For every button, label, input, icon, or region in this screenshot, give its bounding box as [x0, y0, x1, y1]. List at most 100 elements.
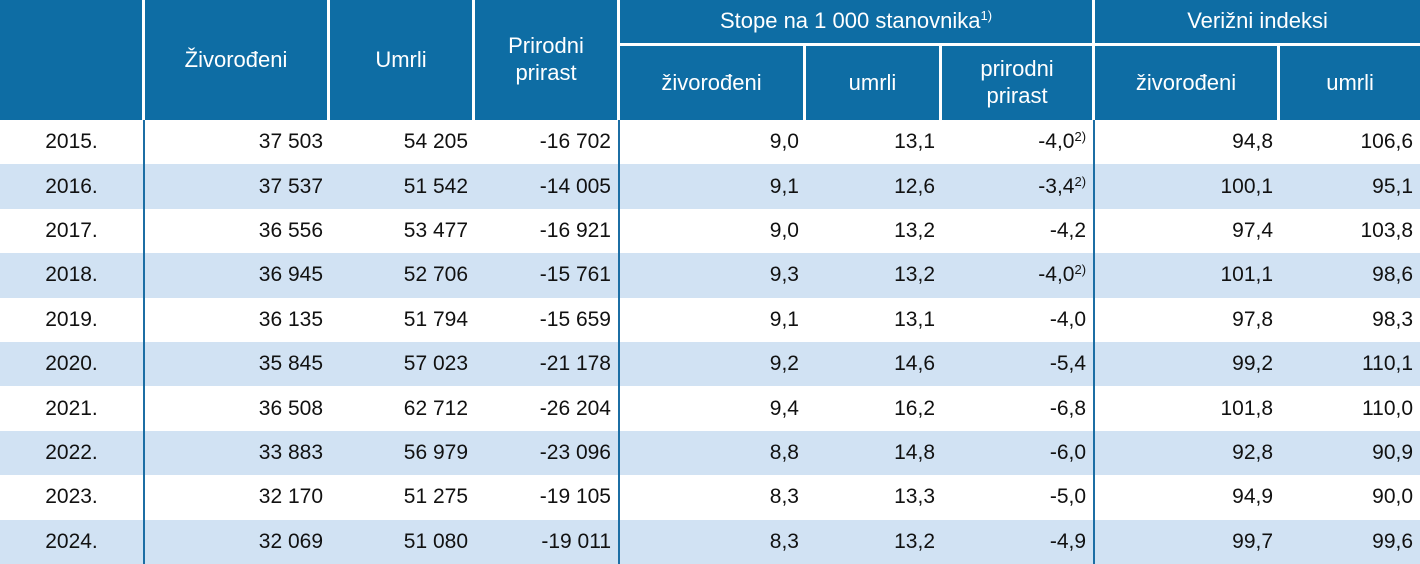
- cell-rate-deaths: 13,1: [894, 307, 935, 331]
- cell-chain-live-births: 100,1: [1095, 164, 1281, 209]
- subheader-chain-deaths: umrli: [1280, 46, 1420, 120]
- cell-chain-deaths: 103,8: [1360, 218, 1414, 242]
- cell-rate-live-births: 9,4: [769, 396, 799, 420]
- cell-chain-live-births: 101,8: [1220, 396, 1274, 420]
- cell-chain-deaths: 99,6: [1280, 519, 1420, 564]
- table-row: 2021. 36 508 62 712 -26 204 9,4 16,2 -6,8 101,8…: [0, 386, 1420, 431]
- cell-live-births: 35 845: [145, 341, 330, 387]
- header-group-row: Živorođeni Umrli Prirodni prirast Stope …: [0, 0, 1420, 120]
- cell-chain-live-births: 92,8: [1095, 430, 1281, 476]
- cell-deaths: 62 712: [403, 396, 468, 420]
- cell-live-births: 37 503: [258, 130, 323, 154]
- footnote-marker-1: 1): [980, 8, 993, 24]
- cell-year: 2023.: [0, 475, 145, 520]
- cell-chain-deaths: 106,6: [1360, 130, 1414, 154]
- header-group-chain-indices: Verižni indeksi: [1095, 0, 1420, 46]
- header-natural-increase: Prirodni prirast: [475, 0, 620, 120]
- cell-live-births: 37 537: [145, 164, 330, 209]
- cell-rate-natural-increase: -4,2: [942, 208, 1096, 254]
- table-header: Živorođeni Umrli Prirodni prirast Stope …: [0, 0, 1420, 120]
- cell-rate-natural-increase: -5,0: [942, 475, 1096, 520]
- subheader-rate-live-births: živorođeni: [620, 46, 806, 120]
- cell-chain-deaths: 95,1: [1280, 164, 1420, 209]
- cell-year: 2019.: [0, 297, 145, 342]
- footnote-marker-2: 2): [1074, 173, 1087, 189]
- cell-year: 2017.: [0, 208, 145, 254]
- cell-year: 2024.: [0, 519, 145, 564]
- cell-deaths: 51 794: [403, 307, 468, 331]
- cell-chain-deaths: 98,3: [1372, 307, 1414, 331]
- cell-year: 2015.: [0, 120, 145, 165]
- cell-year: 2018.: [0, 253, 145, 298]
- header-group-rates: Stope na 1 000 stanovnika1): [620, 0, 1096, 46]
- cell-live-births: 33 883: [145, 430, 330, 476]
- cell-rate-live-births: 9,3: [620, 253, 806, 298]
- cell-rate-deaths: 14,6: [806, 341, 942, 387]
- cell-rate-deaths: 12,6: [806, 164, 942, 209]
- cell-rate-natural-increase: -4,9: [942, 519, 1096, 564]
- cell-rate-natural-increase: -4,02): [942, 253, 1096, 298]
- cell-chain-live-births: 99,2: [1095, 341, 1281, 387]
- cell-natural-increase: -15 761: [475, 253, 620, 298]
- cell-year: 2022.: [0, 430, 145, 476]
- cell-rate-live-births: 9,0: [769, 218, 799, 242]
- cell-chain-live-births: 101,1: [1095, 253, 1281, 298]
- cell-chain-deaths: 98,6: [1280, 253, 1420, 298]
- cell-natural-increase: -16 702: [475, 120, 620, 165]
- cell-chain-live-births: 99,7: [1095, 519, 1281, 564]
- table-row: 2017. 36 556 53 477 -16 921 9,0 13,2 -4,2 97,4 1…: [0, 208, 1420, 254]
- cell-chain-live-births: 97,8: [1232, 307, 1274, 331]
- table-row: 2022. 33 883 56 979 -23 096 8,8 14,8 -6,0 92,8 9…: [0, 430, 1420, 476]
- cell-live-births: 36 508: [258, 396, 323, 420]
- cell-rate-live-births: 8,3: [620, 519, 806, 564]
- cell-year: 2016.: [0, 164, 145, 209]
- table-row: 2023. 32 170 51 275 -19 105 8,3 13,3 -5,0 94,9 9…: [0, 475, 1420, 520]
- cell-chain-live-births: 97,4: [1232, 218, 1274, 242]
- cell-natural-increase: -16 921: [475, 208, 620, 254]
- cell-live-births: 32 170: [258, 485, 323, 509]
- cell-rate-deaths: 13,2: [894, 218, 935, 242]
- cell-rate-natural-increase: -6,0: [942, 430, 1096, 476]
- cell-natural-increase: -14 005: [475, 164, 620, 209]
- header-year: [0, 0, 145, 120]
- cell-live-births: 36 135: [258, 307, 323, 331]
- header-live-births: Živorođeni: [145, 0, 330, 120]
- cell-rate-deaths: 13,2: [806, 519, 942, 564]
- cell-chain-live-births: 94,8: [1232, 130, 1274, 154]
- table-body: 2015. 37 503 54 205 -16 702 9,0 13,1 -4,02) 94,…: [0, 120, 1420, 564]
- cell-natural-increase: -15 659: [475, 297, 620, 342]
- cell-deaths: 51 275: [403, 485, 468, 509]
- cell-rate-deaths: 16,2: [894, 396, 935, 420]
- footnote-marker-2: 2): [1074, 129, 1087, 145]
- table-row: 2016. 37 537 51 542 -14 005 9,1 12,6 -3,42) 100…: [0, 164, 1420, 209]
- cell-rate-live-births: 9,1: [620, 164, 806, 209]
- cell-rate-deaths: 13,1: [894, 130, 935, 154]
- cell-chain-deaths: 90,0: [1372, 485, 1414, 509]
- cell-rate-deaths: 13,2: [806, 253, 942, 298]
- cell-rate-live-births: 9,2: [620, 341, 806, 387]
- footnote-marker-2: 2): [1074, 262, 1087, 278]
- table-row: 2020. 35 845 57 023 -21 178 9,2 14,6 -5,4 99,2 1…: [0, 341, 1420, 387]
- cell-rate-live-births: 8,8: [620, 430, 806, 476]
- cell-year: 2020.: [0, 341, 145, 387]
- cell-deaths: 56 979: [330, 430, 475, 476]
- cell-natural-increase: -21 178: [475, 341, 620, 387]
- cell-rate-natural-increase: -6,8: [942, 386, 1096, 431]
- cell-rate-live-births: 8,3: [769, 485, 799, 509]
- cell-deaths: 51 080: [330, 519, 475, 564]
- subheader-rate-natural-increase: prirodni prirast: [942, 46, 1096, 120]
- cell-natural-increase: -19 011: [475, 519, 620, 564]
- cell-chain-live-births: 94,9: [1232, 485, 1274, 509]
- table-row: 2018. 36 945 52 706 -15 761 9,3 13,2 -4,02) 101…: [0, 253, 1420, 298]
- cell-deaths: 54 205: [403, 130, 468, 154]
- cell-rate-natural-increase: -3,42): [942, 164, 1096, 209]
- cell-chain-deaths: 110,1: [1280, 341, 1420, 387]
- table-row: 2015. 37 503 54 205 -16 702 9,0 13,1 -4,02) 94,…: [0, 120, 1420, 165]
- cell-rate-natural-increase: -5,4: [942, 341, 1096, 387]
- cell-live-births: 32 069: [145, 519, 330, 564]
- header-group-rates-label: Stope na 1 000 stanovnika: [719, 8, 981, 34]
- cell-deaths: 53 477: [403, 218, 468, 242]
- cell-rate-deaths: 13,3: [894, 485, 935, 509]
- cell-natural-increase: -23 096: [475, 430, 620, 476]
